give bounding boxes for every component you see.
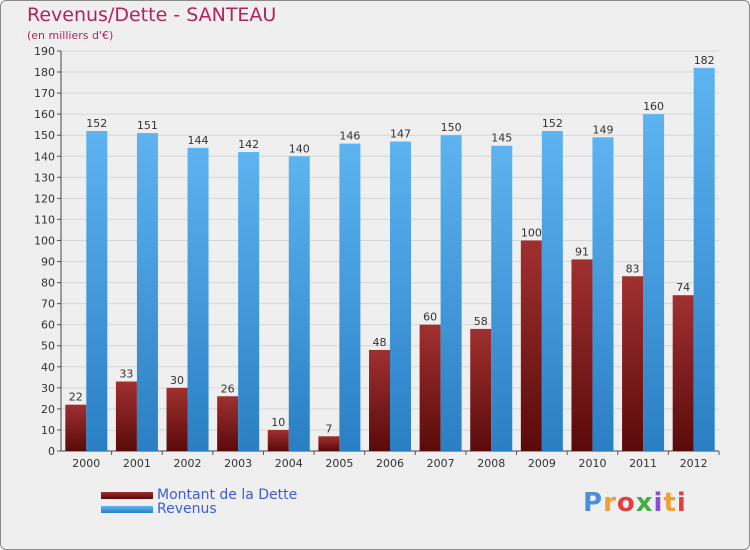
legend-item-revenus: Revenus <box>101 501 217 517</box>
y-tick-label: 30 <box>41 382 55 395</box>
bar-dette <box>571 259 593 451</box>
bar-revenus <box>541 131 563 451</box>
value-label-dette: 60 <box>423 311 437 324</box>
x-tick-label: 2011 <box>629 457 657 470</box>
y-tick-label: 90 <box>41 256 55 269</box>
chart-subtitle: (en milliers d'€) <box>27 29 114 42</box>
y-tick-label: 160 <box>34 108 55 121</box>
bar-dette <box>520 240 542 451</box>
value-label-dette: 33 <box>119 368 133 381</box>
y-tick-label: 130 <box>34 171 55 184</box>
value-label-revenus: 151 <box>137 119 158 132</box>
value-label-dette: 22 <box>69 391 83 404</box>
bar-dette <box>419 324 441 451</box>
x-tick-label: 2005 <box>325 457 353 470</box>
value-label-revenus: 152 <box>86 117 107 130</box>
x-tick-label: 2002 <box>174 457 202 470</box>
x-tick-label: 2007 <box>427 457 455 470</box>
value-label-revenus: 140 <box>289 142 310 155</box>
y-tick-label: 140 <box>34 150 55 163</box>
y-tick-label: 20 <box>41 403 55 416</box>
bar-dette <box>369 349 390 451</box>
x-tick-label: 2012 <box>680 457 708 470</box>
bar-revenus <box>238 152 260 452</box>
value-label-dette: 91 <box>575 245 589 258</box>
x-tick-label: 2010 <box>578 457 606 470</box>
bar-dette <box>318 436 340 451</box>
value-label-revenus: 150 <box>441 121 462 134</box>
bar-dette <box>622 276 644 451</box>
value-label-revenus: 145 <box>491 132 512 145</box>
value-label-dette: 10 <box>271 416 285 429</box>
bar-revenus <box>592 137 614 451</box>
y-tick-label: 80 <box>41 277 55 290</box>
y-tick-label: 100 <box>34 234 55 247</box>
y-tick-label: 180 <box>34 66 55 79</box>
legend-swatch-dette <box>101 491 153 499</box>
y-tick-label: 150 <box>34 129 55 142</box>
bar-dette <box>65 404 87 451</box>
bar-dette <box>672 295 694 451</box>
y-tick-label: 60 <box>41 319 55 332</box>
bar-revenus <box>390 141 411 452</box>
bar-revenus <box>187 147 209 451</box>
bar-revenus <box>491 145 513 451</box>
bar-dette <box>470 328 492 451</box>
value-label-dette: 58 <box>474 315 488 328</box>
value-label-dette: 74 <box>676 281 690 294</box>
bar-dette <box>115 381 137 451</box>
bar-revenus <box>86 131 108 451</box>
y-tick-label: 10 <box>41 424 55 437</box>
legend-item-dette: Montant de la Dette <box>101 487 297 503</box>
bar-revenus <box>643 114 665 451</box>
x-tick-label: 2006 <box>376 457 404 470</box>
legend-swatch-revenus <box>101 505 153 513</box>
bar-revenus <box>288 156 310 451</box>
value-label-revenus: 147 <box>390 128 411 141</box>
proxiti-logo: Proxiti <box>583 488 687 518</box>
bar-revenus <box>339 143 361 451</box>
x-tick-label: 2008 <box>477 457 505 470</box>
value-label-revenus: 149 <box>592 123 613 136</box>
bar-revenus <box>693 67 715 451</box>
value-label-dette: 83 <box>626 262 640 275</box>
x-tick-label: 2009 <box>528 457 556 470</box>
legend-label-revenus: Revenus <box>157 501 217 517</box>
y-tick-label: 170 <box>34 87 55 100</box>
y-tick-label: 110 <box>34 213 55 226</box>
x-tick-label: 2001 <box>123 457 151 470</box>
value-label-revenus: 144 <box>188 134 209 147</box>
bar-dette <box>267 429 289 451</box>
y-tick-label: 120 <box>34 192 55 205</box>
value-label-revenus: 152 <box>542 117 563 130</box>
value-label-dette: 48 <box>373 336 387 349</box>
value-label-dette: 26 <box>221 382 235 395</box>
y-tick-label: 70 <box>41 298 55 311</box>
value-label-revenus: 182 <box>694 54 715 67</box>
legend-label-dette: Montant de la Dette <box>157 487 298 503</box>
x-tick-label: 2000 <box>72 457 100 470</box>
bar-revenus <box>440 135 462 452</box>
y-tick-label: 40 <box>41 361 55 374</box>
value-label-dette: 30 <box>170 374 184 387</box>
x-tick-label: 2003 <box>224 457 252 470</box>
chart-title: Revenus/Dette - SANTEAU <box>27 4 277 26</box>
bar-dette <box>217 396 239 451</box>
value-label-dette: 7 <box>325 422 332 435</box>
y-tick-label: 0 <box>48 445 55 458</box>
y-tick-label: 50 <box>41 340 55 353</box>
value-label-dette: 100 <box>521 226 542 239</box>
value-label-revenus: 146 <box>339 130 360 143</box>
y-tick-label: 190 <box>34 45 55 58</box>
value-label-revenus: 160 <box>643 100 664 113</box>
bar-revenus <box>136 133 158 451</box>
bar-dette <box>166 387 188 451</box>
value-label-revenus: 142 <box>238 138 259 151</box>
x-tick-label: 2004 <box>275 457 303 470</box>
